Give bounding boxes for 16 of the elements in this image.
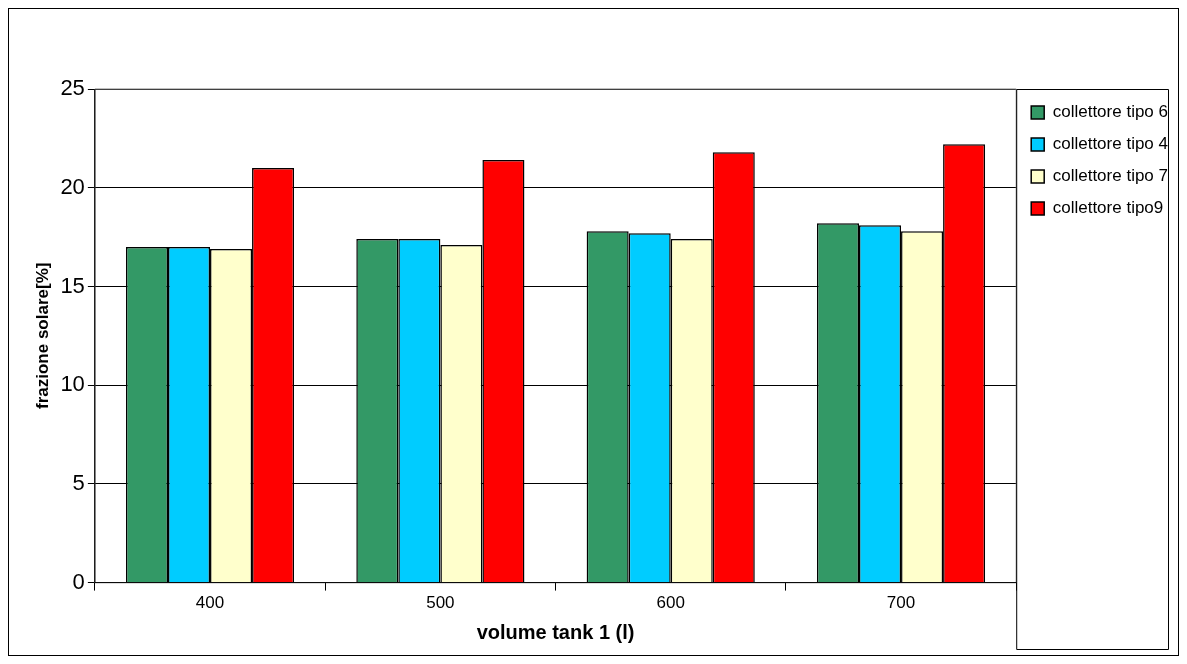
y-tick-label: 15 (60, 272, 85, 298)
x-tick-label: 700 (886, 593, 916, 613)
y-tick-label: 25 (60, 75, 85, 101)
x-tick-label: 400 (195, 593, 225, 613)
y-tick-label: 5 (72, 469, 85, 495)
x-tick-label: 500 (426, 593, 455, 613)
y-tick-label: 20 (60, 173, 85, 199)
legend-label: collettore tipo 6 (1052, 102, 1169, 122)
legend-label: collettore tipo9 (1052, 198, 1164, 218)
y-axis-title: frazione solare[%] (32, 262, 52, 410)
legend-label: collettore tipo 7 (1052, 166, 1169, 186)
x-axis-title: volume tank 1 (l) (476, 620, 635, 643)
y-tick-label: 10 (60, 371, 85, 397)
legend-label: collettore tipo 4 (1052, 134, 1169, 154)
y-tick-label: 0 (72, 568, 85, 594)
x-tick-label: 600 (656, 593, 685, 613)
